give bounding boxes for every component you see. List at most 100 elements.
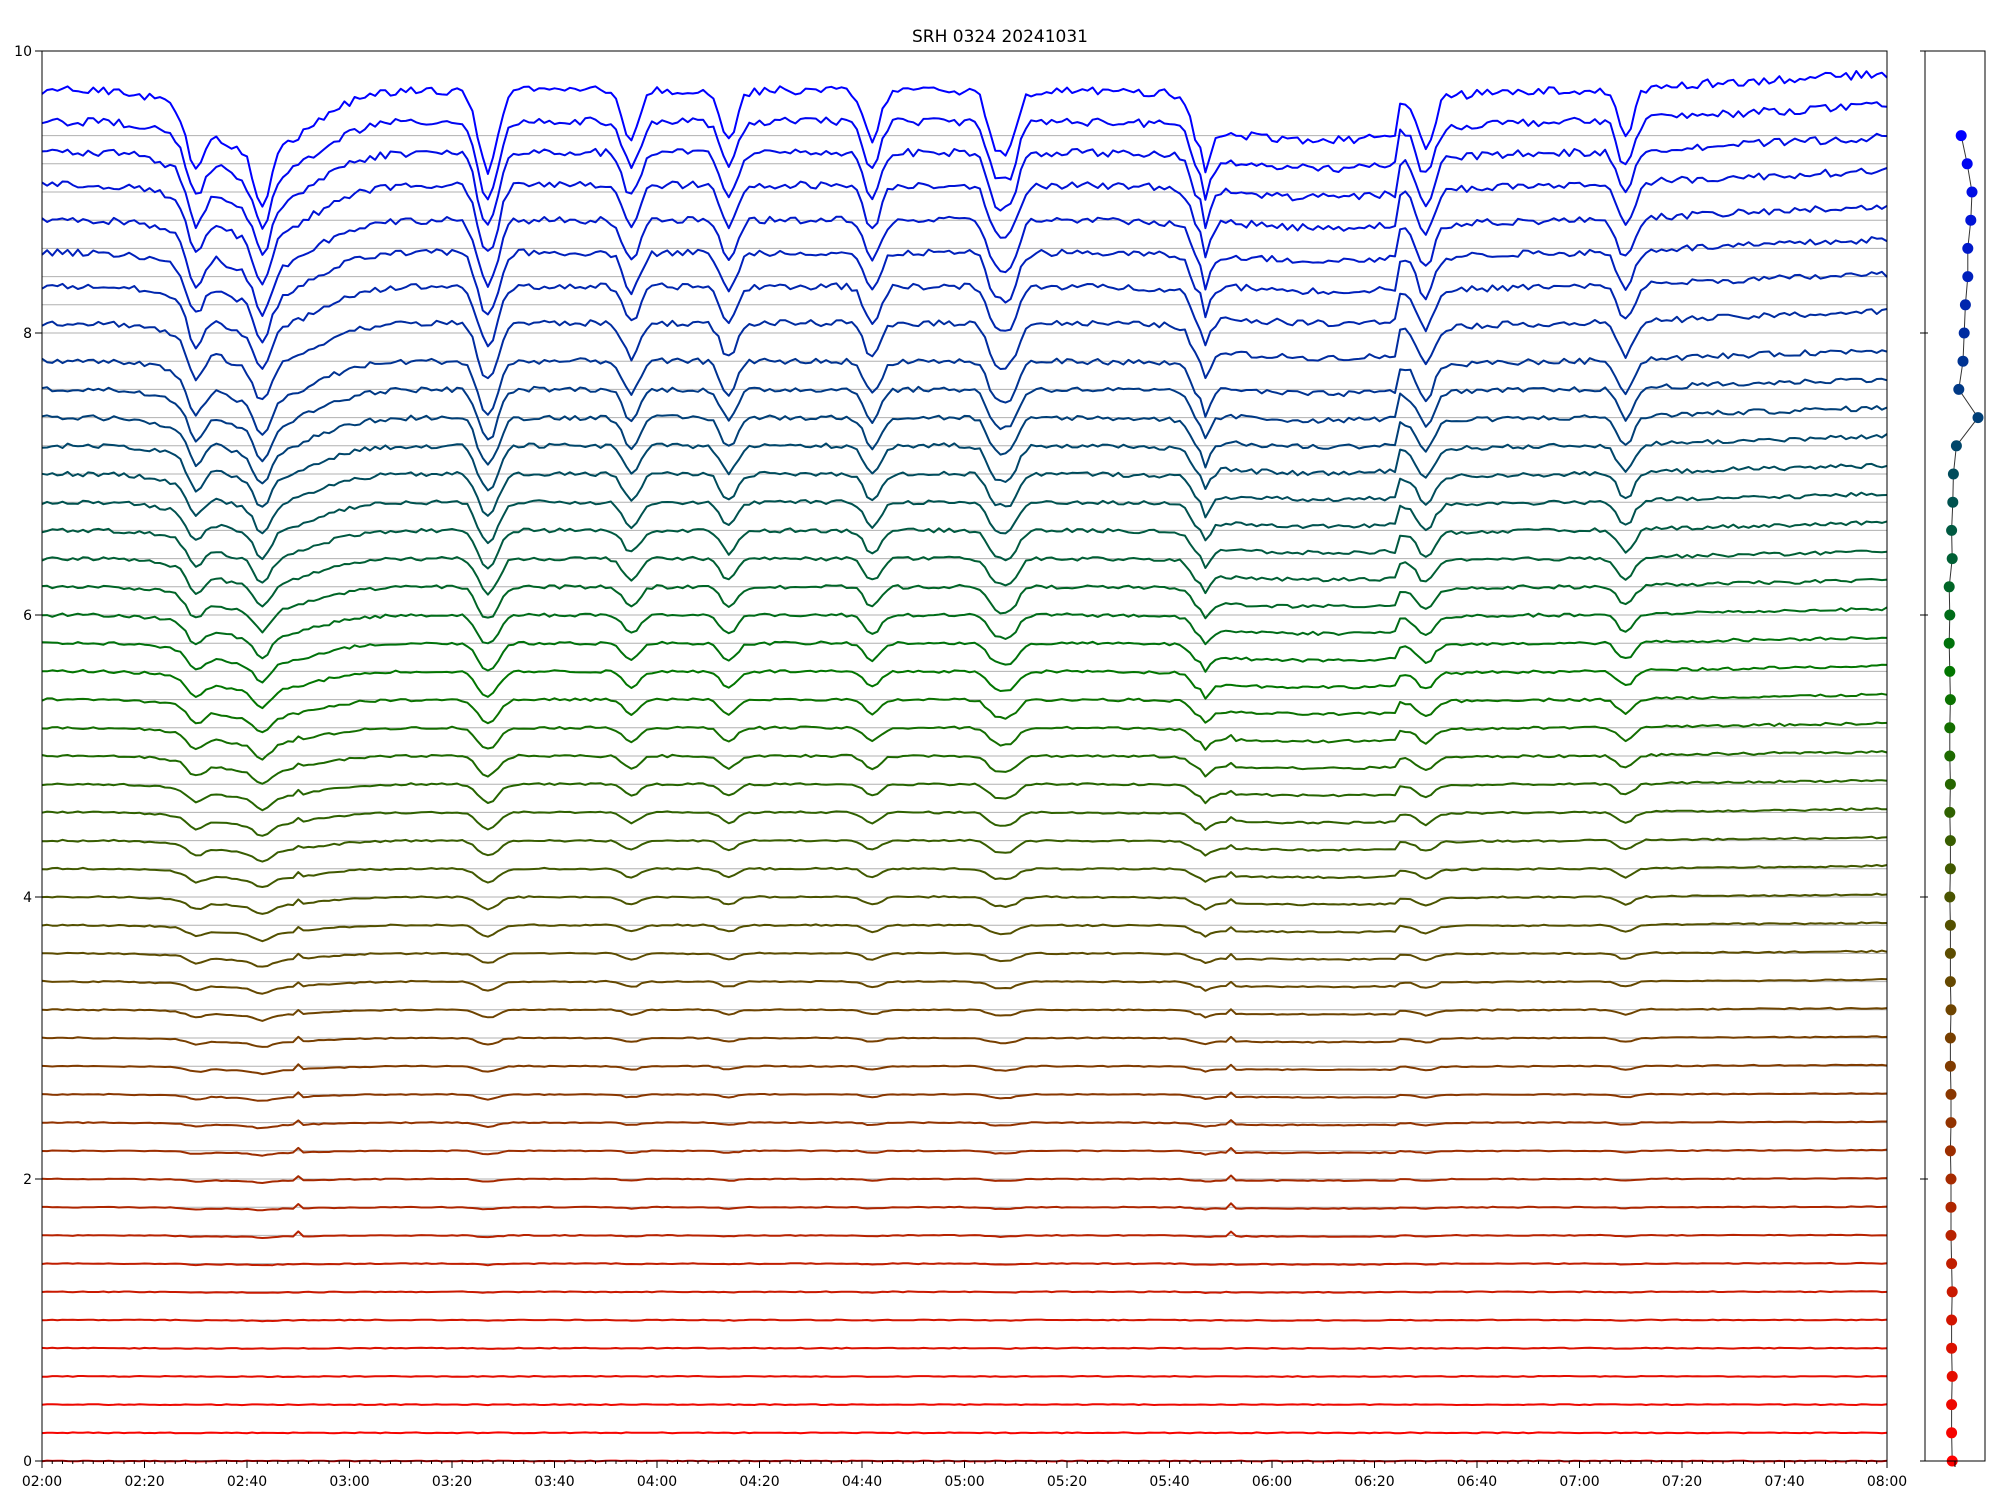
side-point [1962,242,1974,254]
trace-line [41,1261,1888,1267]
side-point [1943,637,1955,649]
trace-line [41,1091,1888,1102]
trace-line [41,491,1888,561]
x-tick-label: 06:00 [1252,1474,1292,1490]
trace-line [41,101,1888,230]
side-point [1946,1286,1958,1298]
side-point [1962,271,1974,283]
trace-line [42,1202,1888,1212]
trace-line [41,520,1888,584]
side-point [1944,750,1956,762]
side-point [1947,468,1959,480]
trace-line [41,636,1888,684]
x-tick-label: 02:40 [227,1474,267,1490]
trace-line [41,1318,1888,1323]
side-point [1959,299,1971,311]
trace-line [41,1063,1888,1076]
trace-line [41,1146,1888,1157]
side-point [1944,806,1956,818]
trace-line [41,978,1888,995]
y-tick-label: 2 [23,1172,32,1188]
chart-title: SRH 0324 20241031 [912,27,1088,47]
trace-line [41,1290,1888,1294]
x-tick-label: 07:20 [1662,1474,1702,1490]
x-tick-label: 05:00 [944,1474,984,1490]
x-tick-label: 03:20 [432,1474,472,1490]
side-point [1944,665,1956,677]
trace-line [41,348,1888,436]
trace-line [41,1035,1888,1048]
side-point [1944,919,1956,931]
side-point [1944,1145,1956,1157]
trace-line [41,1119,1887,1130]
trace-line [41,779,1888,812]
trace-line [41,70,1888,208]
side-point [1946,1427,1958,1439]
trace-line [41,236,1888,344]
side-point [1944,835,1956,847]
trace-line [41,1431,1888,1435]
side-point [1944,947,1956,959]
side-point [1946,553,1958,565]
side-point [1944,891,1956,903]
side-point [1961,158,1973,170]
trace-line [42,1230,1888,1239]
x-tick-label: 04:20 [739,1474,779,1490]
trace-line [41,1403,1888,1407]
trace-line [41,1174,1888,1184]
y-tick-label: 4 [23,890,32,906]
y-tick-label: 0 [23,1454,32,1470]
side-point [1966,186,1978,198]
trace-line [41,949,1888,968]
side-point [1958,327,1970,339]
y-tick-label: 10 [14,44,32,60]
main-traces [41,70,1888,1463]
side-point [1944,976,1956,988]
side-point [1945,1173,1957,1185]
trace-line [41,433,1888,508]
trace-line [42,1375,1888,1378]
side-point [1943,581,1955,593]
side-point [1945,1117,1957,1129]
side-point [1957,355,1969,367]
trace-line [41,167,1888,286]
trace-line [41,270,1888,370]
side-point [1944,778,1956,790]
side-point [1944,722,1956,734]
main-plot: 02:00 02:20 02:40 03:00 03:20 03:40 04:00 04:20… [14,44,1907,1490]
side-point [1972,412,1984,424]
trace-line [41,750,1888,785]
trace-line [41,864,1888,888]
side-point [1945,1088,1957,1100]
trace-line [41,377,1888,463]
trace-line [41,204,1888,317]
trace-line [41,606,1888,660]
x-tick-label: 04:00 [637,1474,677,1490]
x-tick-label: 05:40 [1149,1474,1189,1490]
trace-line [41,549,1888,608]
x-tick-label: 08:00 [1867,1474,1907,1490]
side-point [1946,1399,1958,1411]
side-point [1944,863,1956,875]
x-axis: 02:00 02:20 02:40 03:00 03:20 03:40 04:00 04:20… [22,1461,1907,1490]
side-point [1946,1258,1958,1270]
y-tick-label: 8 [23,326,32,342]
side-points [1943,130,1984,1467]
trace-line [41,663,1888,710]
side-point [1965,214,1977,226]
x-tick-label: 05:20 [1047,1474,1087,1490]
side-point [1953,383,1965,395]
side-point [1945,1004,1957,1016]
x-tick-label: 07:00 [1559,1474,1599,1490]
side-point [1946,1342,1958,1354]
trace-line [41,892,1888,915]
trace-line [41,578,1888,634]
trace-line [41,692,1888,734]
trace-line [41,462,1888,535]
side-point [1950,440,1962,452]
side-point [1944,1032,1956,1044]
x-tick-label: 02:00 [22,1474,62,1490]
trace-line [41,721,1888,761]
side-point [1944,609,1956,621]
